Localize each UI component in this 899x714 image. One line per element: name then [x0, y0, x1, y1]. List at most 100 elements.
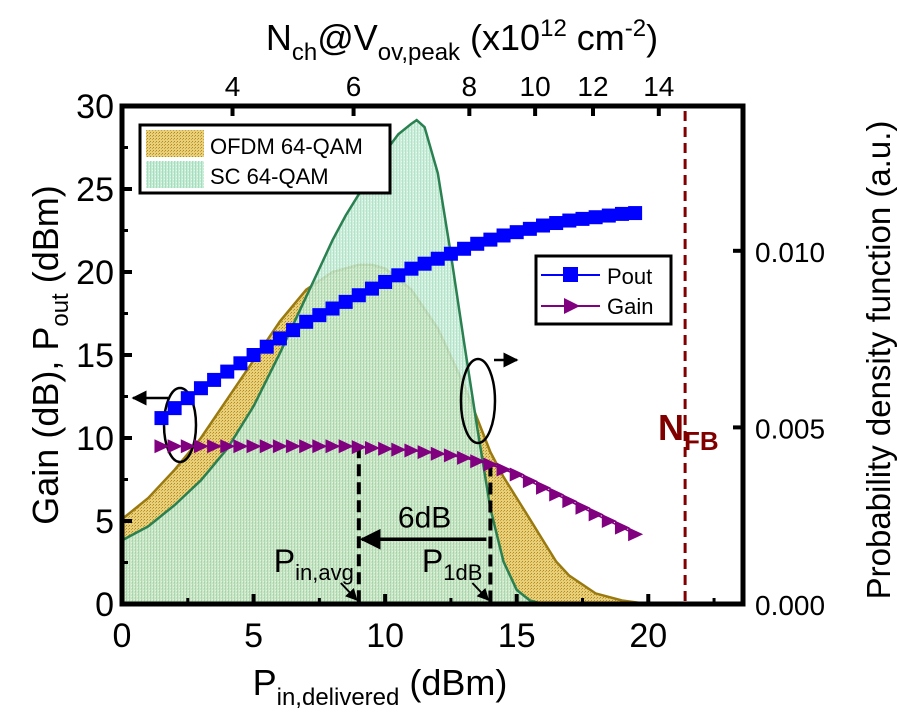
y-left-tick-label: 5: [95, 503, 114, 541]
series-layer: [154, 206, 644, 542]
point-pout: [536, 218, 551, 233]
x-tick-label: 15: [498, 617, 536, 655]
point-pout: [391, 268, 406, 283]
point-pout: [588, 210, 603, 225]
point-gain: [417, 445, 433, 460]
legend-lines-box: [534, 254, 673, 326]
point-pout: [207, 372, 222, 387]
point-pout: [233, 356, 248, 371]
point-pout: [272, 331, 287, 346]
y-axis-left-title: Gain (dB), Pout (dBm): [25, 185, 74, 524]
point-gain: [457, 450, 473, 465]
point-gain: [193, 439, 209, 454]
point-pout: [180, 391, 195, 406]
point-gain: [575, 500, 591, 515]
point-pout: [167, 401, 182, 416]
x-tick-label: 0: [113, 617, 132, 655]
legend-label-pout: Pout: [607, 264, 652, 289]
x-axis-title: Pin,delivered (dBm): [253, 662, 508, 711]
legend-swatch-ofdm: [146, 130, 204, 157]
x-top-tick-label: 10: [520, 71, 551, 102]
x-tick-label: 5: [244, 617, 263, 655]
nfb-label: NFB: [658, 407, 719, 456]
point-pout: [443, 246, 458, 261]
y-left-tick-label: 10: [76, 420, 114, 458]
pdf-layer: [121, 118, 649, 606]
point-gain: [180, 439, 196, 454]
point-pout: [470, 236, 485, 251]
point-pout: [575, 211, 590, 226]
point-gain: [522, 474, 538, 489]
x-top-tick-label: 12: [577, 71, 608, 102]
point-gain: [509, 467, 525, 482]
point-gain: [443, 448, 459, 463]
y-left-tick-label: 25: [76, 171, 114, 209]
legend-swatch-sc: [146, 161, 204, 188]
point-pout: [562, 213, 577, 228]
legend-lines: Pout Gain: [534, 254, 673, 326]
y-left-tick-label: 20: [76, 254, 114, 292]
pdf-area-sc: [122, 120, 544, 604]
x-top-tick-label: 14: [643, 71, 674, 102]
x-top-tick-label: 4: [225, 71, 241, 102]
x-top-tick-label: 8: [462, 71, 478, 102]
point-gain: [628, 527, 644, 542]
point-gain: [614, 520, 630, 535]
y-right-tick-label: 0.005: [755, 413, 825, 444]
ticks-layer: 0 5 10 15 20 0 5 10 15 20 25 30 0.000 0.005 0.010 4 6 8 10…: [76, 71, 825, 655]
point-gain: [588, 507, 604, 522]
point-pout: [417, 256, 432, 271]
point-gain: [154, 439, 170, 454]
y-axis-right-title: Probability density function (a.u.): [860, 121, 897, 600]
point-gain: [259, 439, 275, 454]
legend-marker-gain: [564, 298, 580, 314]
backoff-label: 6dB: [398, 501, 451, 534]
point-gain: [286, 439, 302, 454]
point-pout: [325, 301, 340, 316]
point-gain: [233, 439, 249, 454]
y-left-tick-label: 30: [76, 88, 114, 126]
point-gain: [246, 439, 262, 454]
x-tick-label: 10: [366, 617, 404, 655]
p1db-pointer: [471, 582, 490, 601]
right-axis-ellipse: [459, 357, 497, 445]
p1db-label: P1dB: [422, 543, 483, 585]
point-pout: [628, 206, 643, 221]
point-pout: [246, 348, 261, 362]
point-pout: [259, 339, 274, 354]
point-pout: [299, 314, 314, 329]
legend-label-gain: Gain: [607, 294, 653, 319]
point-pout: [549, 216, 564, 231]
point-gain: [404, 443, 420, 458]
legend-label-ofdm: OFDM 64-QAM: [210, 134, 363, 159]
point-gain: [167, 439, 183, 454]
point-gain: [378, 441, 394, 456]
point-pout: [457, 241, 472, 256]
point-gain: [470, 454, 486, 469]
x-axis-top-title: Nch@Vov,peak (x1012 cm-2): [266, 15, 658, 66]
point-gain: [272, 439, 288, 454]
point-pout: [378, 274, 393, 289]
point-pout: [312, 308, 327, 323]
pin-avg-pointer: [340, 582, 358, 601]
x-tick-label: 20: [629, 617, 667, 655]
point-gain: [299, 439, 315, 454]
annotation-layer: 6dB Pin,avg P1dB NFB: [131, 111, 719, 604]
point-gain: [312, 439, 328, 454]
point-pout: [601, 208, 616, 223]
legend-label-sc: SC 64-QAM: [210, 164, 329, 189]
point-gain: [562, 494, 578, 509]
point-gain: [601, 514, 617, 528]
point-pout: [351, 288, 366, 303]
point-gain: [338, 439, 354, 454]
point-gain: [351, 440, 367, 455]
legend-marker-pout: [563, 267, 578, 282]
point-pout: [496, 228, 511, 243]
point-gain: [391, 442, 407, 457]
y-right-tick-label: 0.000: [755, 590, 825, 621]
x-top-tick-label: 6: [346, 71, 362, 102]
point-gain: [325, 439, 341, 454]
point-pout: [364, 281, 379, 296]
point-gain: [549, 487, 565, 502]
